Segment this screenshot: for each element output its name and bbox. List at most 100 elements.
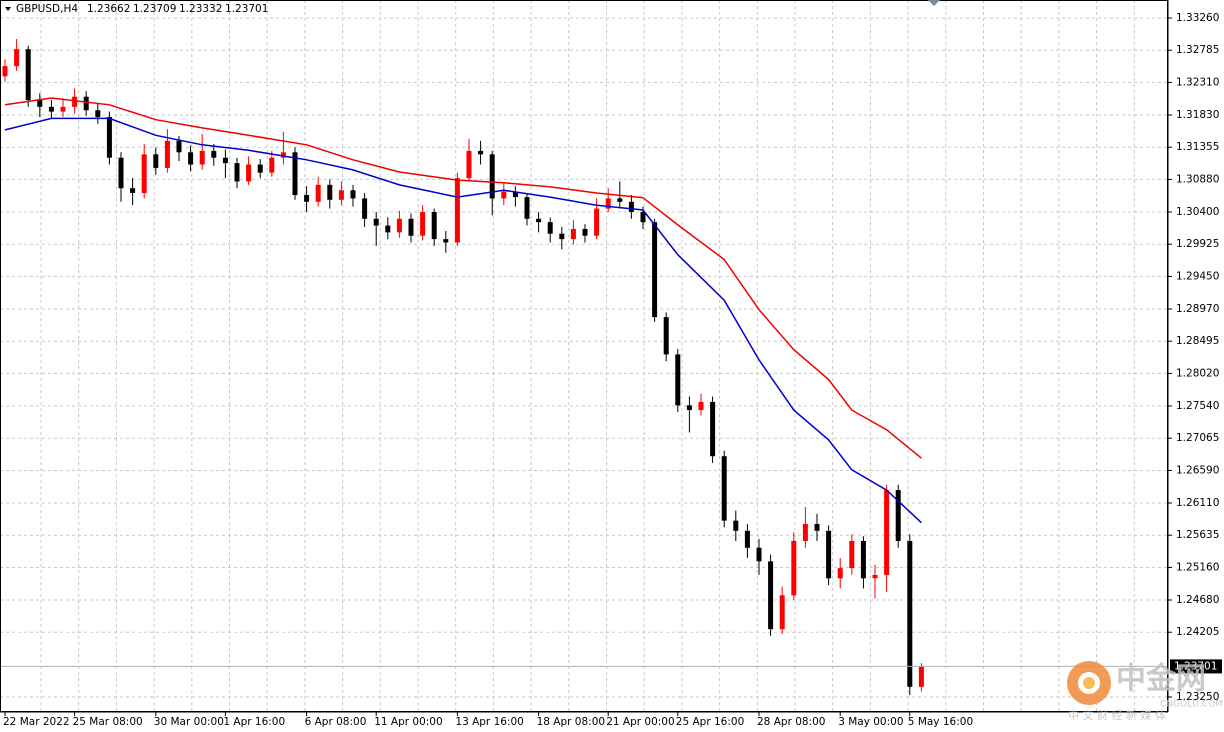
candle-body: [524, 197, 530, 219]
candle-body: [512, 191, 518, 198]
candle-body: [234, 163, 240, 182]
header-open: 1.23662: [87, 3, 130, 15]
candle-body: [617, 198, 623, 202]
candle-body: [918, 666, 924, 687]
x-tick-label: 3 May 00:00: [838, 716, 903, 728]
candle-body: [14, 49, 20, 67]
candle-body: [779, 595, 785, 630]
x-tick-label: 30 Mar 00:00: [154, 716, 224, 728]
symbol: GBPUSD,H4: [16, 3, 78, 15]
candle-body: [188, 152, 194, 165]
y-tick-label: 1.28495: [1176, 335, 1219, 347]
x-tick-label: 13 Apr 16:00: [455, 716, 523, 728]
candle-body: [280, 152, 286, 158]
candle-body: [315, 184, 321, 202]
y-tick-label: 1.32785: [1176, 44, 1219, 56]
candle-body: [628, 201, 634, 212]
candle-body: [60, 106, 66, 112]
y-tick-label: 1.30880: [1176, 173, 1219, 185]
candle-body: [605, 198, 611, 209]
candle-body: [199, 150, 205, 165]
candle-body: [176, 140, 182, 153]
candle-body: [826, 530, 832, 579]
x-tick-label: 5 May 16:00: [908, 716, 973, 728]
y-tick-label: 1.23250: [1176, 691, 1219, 703]
candle-body: [791, 540, 797, 596]
y-tick-label: 1.24680: [1176, 594, 1219, 606]
x-tick-label: 18 Apr 08:00: [537, 716, 605, 728]
candle-body: [106, 117, 112, 158]
candle-body: [675, 354, 681, 406]
candle-body: [768, 561, 774, 630]
candle-body: [582, 228, 588, 236]
candle-body: [478, 150, 484, 155]
y-tick-label: 1.29925: [1176, 238, 1219, 250]
x-tick-label: 1 Apr 16:00: [223, 716, 285, 728]
candle-body: [83, 96, 89, 111]
candle-body: [141, 154, 147, 193]
candle-body: [802, 524, 808, 541]
candle-body: [443, 239, 449, 243]
y-tick-label: 1.24205: [1176, 626, 1219, 638]
watermark-site: CNGOLD.COM: [1160, 700, 1223, 710]
candle-body: [304, 195, 310, 202]
header: GBPUSD,H4 1.23662 1.23709 1.23332 1.2370…: [5, 3, 268, 15]
x-tick-label: 6 Apr 08:00: [305, 716, 367, 728]
candle-body: [350, 190, 356, 199]
candle-body: [721, 456, 727, 521]
y-tick-label: 1.26590: [1176, 464, 1219, 476]
candle-body: [37, 100, 43, 107]
candle-body: [559, 233, 565, 240]
candle-body: [733, 520, 739, 531]
candle-body: [164, 140, 170, 168]
x-tick-label: 28 Apr 08:00: [757, 716, 825, 728]
candle-body: [95, 110, 101, 118]
candle-body: [292, 152, 298, 196]
x-tick-label: 22 Mar 2022: [3, 716, 70, 728]
candle-body: [872, 574, 878, 579]
candle-body: [454, 178, 460, 243]
price-label-box: [1170, 659, 1222, 674]
header-high: 1.23709: [133, 3, 176, 15]
candle-body: [907, 540, 913, 687]
candle-body: [501, 191, 507, 199]
candle-body: [269, 157, 275, 173]
candle-body: [118, 157, 124, 189]
candle-body: [837, 568, 843, 579]
candle-body: [744, 530, 750, 548]
candle-body: [570, 228, 576, 240]
candle-body: [652, 222, 658, 318]
candle-body: [547, 222, 553, 234]
shift-marker: [928, 0, 940, 6]
header-low: 1.23332: [179, 3, 222, 15]
candle-body: [431, 211, 437, 240]
watermark-name: 中金网: [1116, 662, 1206, 697]
x-tick-label: 25 Mar 08:00: [73, 716, 143, 728]
y-tick-label: 1.28020: [1176, 367, 1219, 379]
x-tick-label: 25 Apr 16:00: [676, 716, 744, 728]
candle-body: [895, 490, 901, 541]
y-tick-label: 1.29450: [1176, 270, 1219, 282]
watermark-logo-core: [1083, 677, 1095, 689]
candle-body: [686, 405, 692, 411]
candle-body: [594, 208, 600, 236]
candle-body: [48, 106, 54, 112]
candle-body: [663, 317, 669, 355]
moving-average: [4, 117, 922, 524]
candle-body: [362, 198, 368, 219]
candle-body: [536, 218, 542, 223]
candle-body: [222, 157, 228, 164]
candle-body: [257, 164, 263, 173]
y-tick-label: 1.28970: [1176, 303, 1219, 315]
grid: [0, 0, 1168, 712]
candle-body: [640, 211, 646, 223]
y-tick-label: 1.30400: [1176, 206, 1219, 218]
candle-body: [72, 96, 78, 107]
candle-body: [153, 154, 159, 168]
watermark-slogan: 中 文 财 经 新 媒 体: [1068, 708, 1166, 722]
moving-average: [4, 97, 922, 459]
candle-body: [338, 190, 344, 200]
